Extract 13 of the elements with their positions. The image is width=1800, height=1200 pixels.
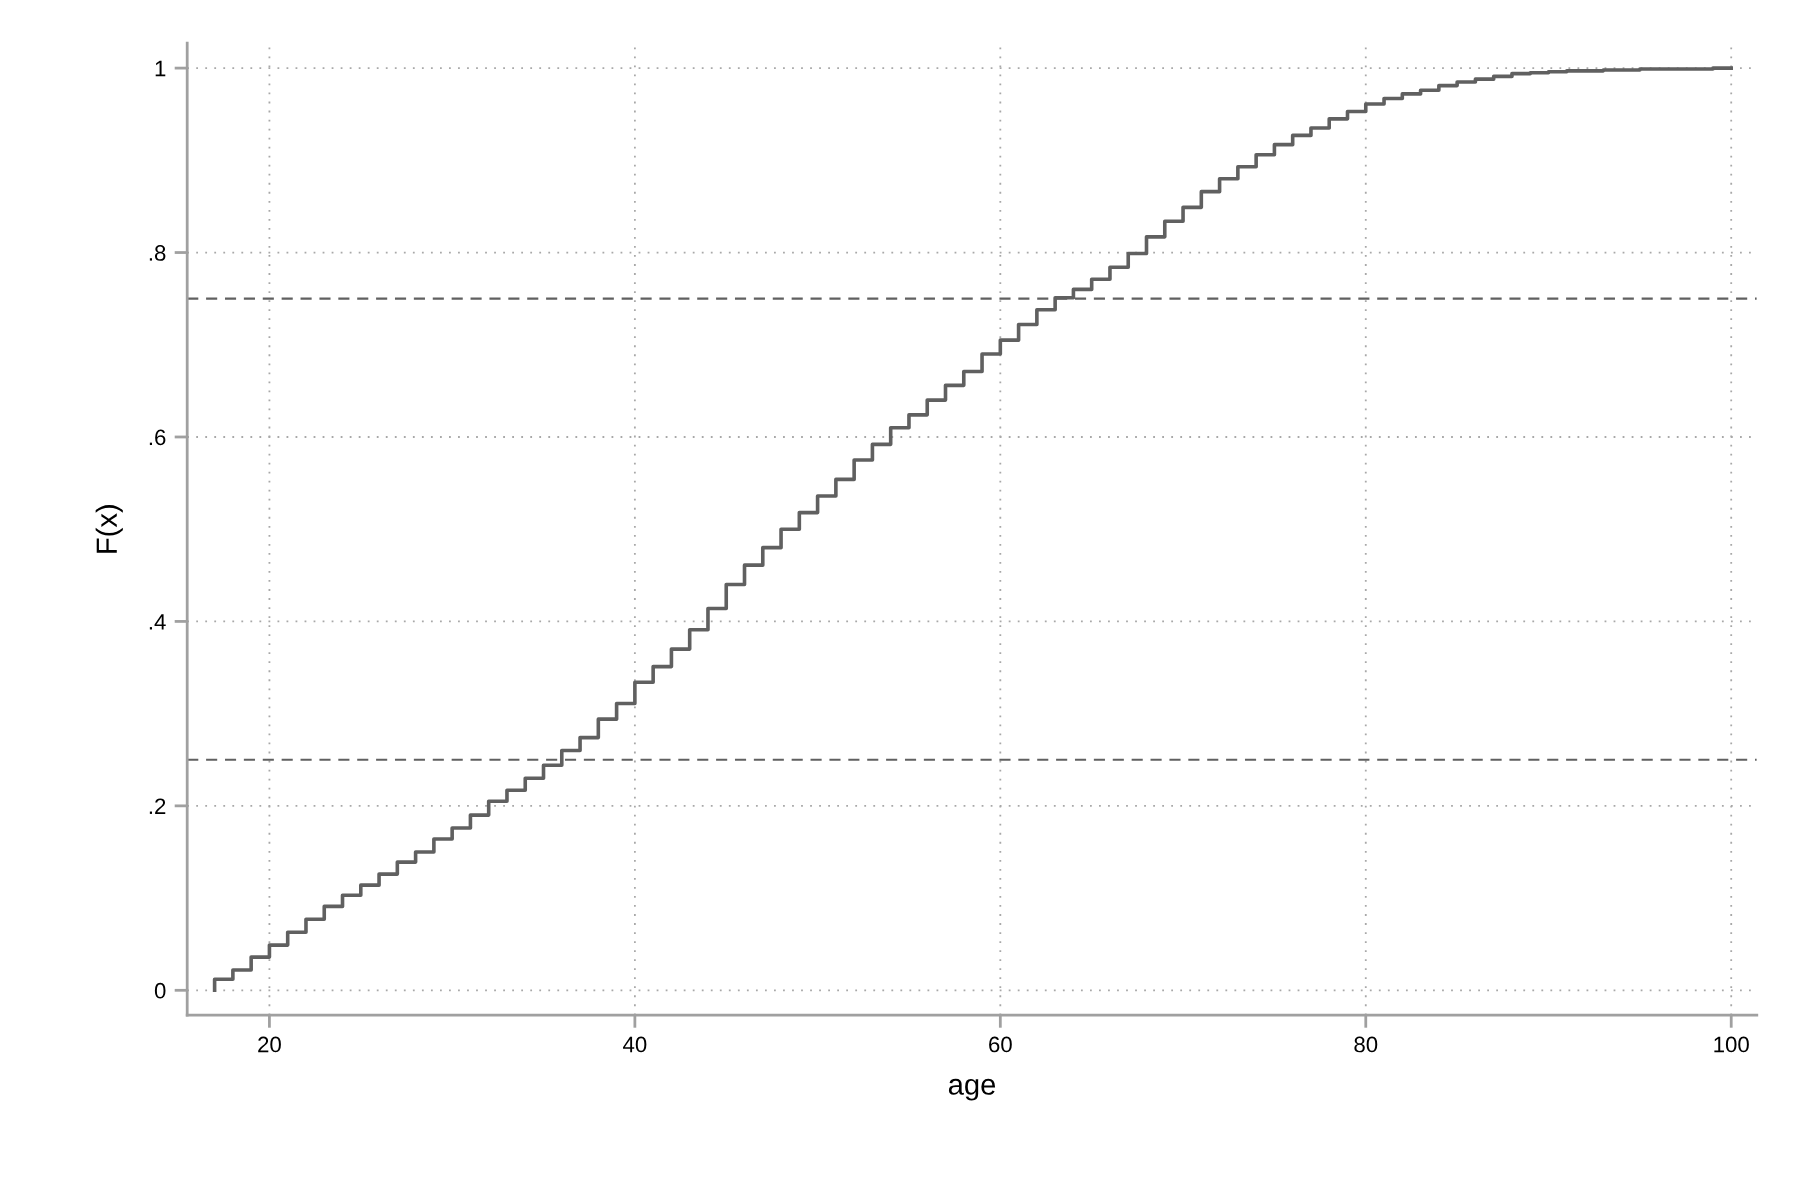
y-tick-label: .6 bbox=[149, 429, 166, 446]
y-tick-label: 0 bbox=[154, 982, 166, 999]
y-tick-label: .2 bbox=[149, 798, 166, 814]
y-tick-label: .8 bbox=[149, 245, 166, 261]
x-tick-label: 60 bbox=[989, 1036, 1012, 1053]
x-tick-label: 40 bbox=[623, 1036, 647, 1053]
x-tick-label: 100 bbox=[1714, 1036, 1749, 1053]
x-axis-title: age bbox=[948, 1078, 996, 1101]
y-axis-title: F(x) bbox=[95, 505, 123, 553]
x-tick-label: 20 bbox=[258, 1036, 281, 1053]
y-tick-label: 1 bbox=[155, 60, 166, 77]
y-tick-label: .4 bbox=[149, 614, 166, 630]
x-tick-label: 80 bbox=[1354, 1036, 1378, 1053]
